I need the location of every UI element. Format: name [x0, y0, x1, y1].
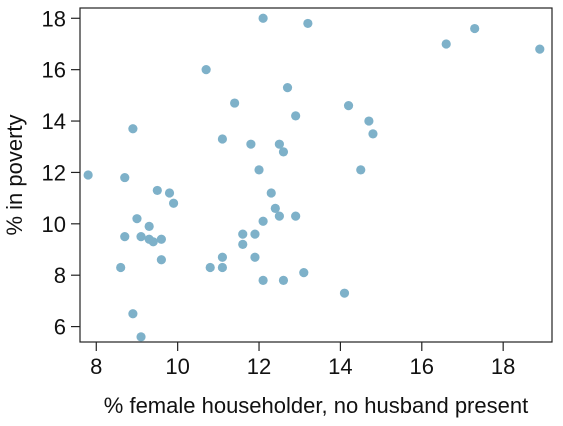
y-tick-label: 16 [42, 58, 66, 83]
data-point [116, 262, 126, 273]
x-tick-label: 16 [410, 354, 434, 379]
data-point [230, 98, 240, 108]
data-point [164, 188, 175, 198]
data-point [238, 239, 248, 249]
data-point [291, 111, 301, 121]
data-point [535, 44, 545, 54]
data-point [217, 262, 228, 273]
x-tick-label: 18 [491, 354, 515, 379]
data-point [274, 139, 284, 149]
x-tick-label: 12 [247, 354, 271, 379]
data-point [205, 262, 215, 273]
data-point [343, 101, 354, 111]
data-point [274, 211, 284, 221]
data-point [132, 214, 142, 224]
y-tick-label: 10 [42, 212, 66, 237]
data-point [303, 18, 313, 29]
data-point [258, 275, 268, 285]
data-point [246, 139, 256, 149]
x-tick-label: 14 [328, 354, 352, 379]
data-points [83, 13, 545, 342]
data-point [120, 172, 130, 183]
data-point [299, 268, 309, 278]
data-point [254, 165, 264, 175]
data-point [258, 216, 268, 226]
data-point [250, 252, 260, 262]
plot-area [79, 7, 553, 343]
data-point [168, 198, 179, 208]
data-point [148, 237, 158, 247]
x-axis-ticks: 8 10 12 14 16 18 [90, 342, 515, 379]
data-point [356, 165, 366, 175]
data-point [291, 211, 301, 221]
data-point [441, 39, 451, 49]
data-point [136, 232, 146, 242]
data-point [120, 232, 130, 242]
data-point [152, 185, 162, 196]
y-tick-label: 6 [54, 315, 66, 340]
y-axis-ticks: 6 8 10 12 14 16 18 [42, 6, 80, 340]
data-point [144, 221, 154, 231]
data-point [217, 252, 228, 262]
data-point [258, 13, 268, 23]
y-tick-label: 14 [42, 109, 66, 134]
data-point [339, 288, 350, 298]
data-point [217, 134, 228, 144]
data-point [278, 147, 289, 157]
data-point [83, 170, 93, 180]
x-tick-label: 10 [165, 354, 189, 379]
data-point [470, 23, 480, 34]
data-point [156, 234, 166, 244]
data-point [278, 275, 289, 285]
x-axis-title: % female householder, no husband present [104, 393, 528, 418]
x-tick-label: 8 [90, 354, 102, 379]
data-point [270, 203, 280, 213]
data-point [250, 229, 260, 239]
data-point [282, 83, 293, 93]
data-point [136, 332, 146, 342]
data-point [128, 124, 138, 134]
data-point [201, 65, 211, 75]
y-tick-label: 18 [42, 6, 66, 31]
data-point [128, 309, 138, 319]
y-tick-label: 12 [42, 160, 66, 185]
data-point [156, 255, 166, 265]
y-axis-title: % in poverty [2, 114, 27, 235]
data-point [368, 129, 378, 139]
data-point [266, 188, 276, 198]
data-point [364, 116, 374, 126]
y-tick-label: 8 [54, 263, 66, 288]
data-point [238, 229, 248, 239]
